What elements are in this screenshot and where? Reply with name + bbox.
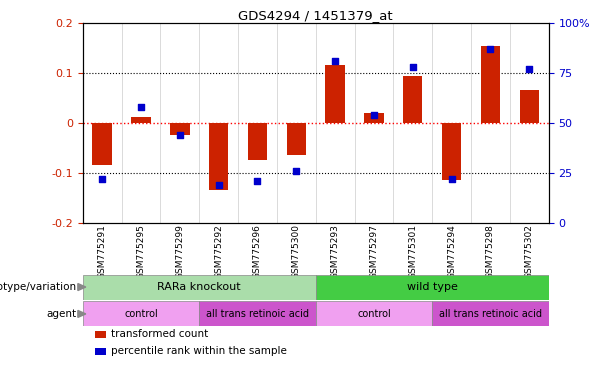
- Point: [253, 178, 262, 184]
- Point: [330, 58, 340, 64]
- Bar: [326, 65, 345, 123]
- Bar: [170, 123, 189, 136]
- Text: agent: agent: [47, 309, 77, 319]
- Text: genotype/variation: genotype/variation: [0, 282, 77, 292]
- Text: wild type: wild type: [407, 282, 457, 292]
- Text: RARa knockout: RARa knockout: [158, 282, 241, 292]
- Bar: [316, 275, 549, 300]
- Bar: [83, 275, 316, 300]
- Bar: [83, 301, 199, 326]
- Point: [97, 176, 107, 182]
- Bar: [131, 117, 151, 123]
- Polygon shape: [78, 310, 86, 318]
- Point: [485, 46, 495, 52]
- Bar: [248, 123, 267, 161]
- Text: control: control: [357, 309, 391, 319]
- Bar: [442, 123, 462, 180]
- Text: all trans retinoic acid: all trans retinoic acid: [206, 309, 309, 319]
- Point: [447, 176, 457, 182]
- Bar: [432, 301, 549, 326]
- Point: [214, 182, 224, 188]
- Text: all trans retinoic acid: all trans retinoic acid: [439, 309, 542, 319]
- Bar: [287, 123, 306, 155]
- Polygon shape: [78, 283, 86, 291]
- Point: [136, 104, 146, 110]
- Point: [175, 132, 185, 138]
- Bar: [316, 301, 432, 326]
- Text: transformed count: transformed count: [111, 329, 208, 339]
- Bar: [519, 91, 539, 123]
- Text: control: control: [124, 309, 158, 319]
- Point: [524, 66, 534, 72]
- Title: GDS4294 / 1451379_at: GDS4294 / 1451379_at: [238, 9, 393, 22]
- Bar: [209, 123, 228, 190]
- Text: percentile rank within the sample: percentile rank within the sample: [111, 346, 287, 356]
- Bar: [199, 301, 316, 326]
- Point: [408, 64, 417, 70]
- Bar: [364, 113, 384, 123]
- Bar: [93, 123, 112, 165]
- Bar: [403, 76, 422, 123]
- Point: [369, 112, 379, 118]
- Bar: [481, 46, 500, 123]
- Point: [291, 168, 301, 174]
